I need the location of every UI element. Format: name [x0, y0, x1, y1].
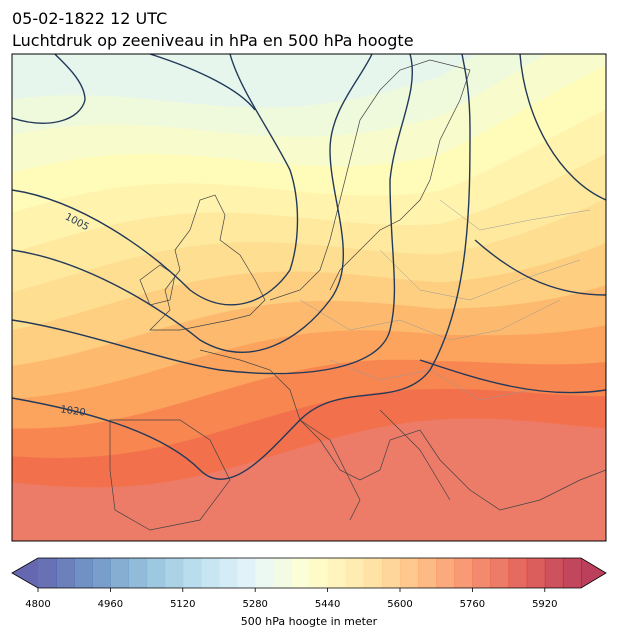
height-band [12, 54, 606, 108]
colorbar-segment [110, 558, 129, 588]
colorbar-segment [400, 558, 419, 588]
isobar [419, 359, 606, 394]
colorbar-segment [182, 558, 202, 588]
colorbar-segment [436, 558, 455, 588]
colorbar-segment [273, 558, 292, 588]
isobar [12, 54, 414, 375]
colorbar-segment [508, 558, 528, 588]
contour-label: 1020 [60, 404, 87, 418]
colorbar: 4800 4960 5120 5280 5440 5600 5760 5920 [11, 557, 607, 610]
colorbar-segment [454, 558, 473, 588]
colorbar-tick-label: 4800 [25, 599, 50, 610]
colorbar-segment [327, 558, 347, 588]
title-line-2: Luchtdruk op zeeniveau in hPa en 500 hPa… [12, 31, 414, 50]
colorbar-tick-label: 5440 [315, 599, 340, 610]
isobar [12, 54, 299, 306]
isobar [474, 239, 606, 296]
colorbar-segment [74, 558, 93, 588]
colorbar-segment [237, 558, 256, 588]
colorbar-segment [309, 558, 329, 588]
colorbar-segment [92, 558, 111, 588]
colorbar-segment [128, 558, 148, 588]
isobar [12, 54, 373, 353]
map-features [12, 54, 606, 531]
coastline [149, 194, 266, 331]
coastline [139, 264, 176, 306]
coastline [109, 419, 231, 531]
colorbar-segment [526, 558, 546, 588]
colorbar-segment [544, 558, 564, 588]
height-field [12, 54, 606, 541]
colorbar-segment [200, 558, 220, 588]
colorbar-tick-label: 5920 [532, 599, 557, 610]
colorbar-tick-label: 5120 [170, 599, 195, 610]
coastline [269, 59, 471, 301]
colorbar-segment [562, 558, 582, 588]
colorbar-segment [291, 558, 310, 588]
colorbar-extend-low [12, 558, 38, 588]
coastline [199, 349, 606, 511]
colorbar-segment [219, 558, 238, 588]
colorbar-segment [490, 558, 510, 588]
colorbar-segment [418, 558, 437, 588]
isobar [12, 54, 471, 480]
colorbar-tick-label: 5760 [460, 599, 485, 610]
colorbar-segment [56, 558, 75, 588]
isobar [12, 54, 86, 124]
colorbar-segment [345, 558, 365, 588]
colorbar-segment [363, 558, 383, 588]
colorbar-tick-label: 5600 [387, 599, 412, 610]
map-frame [11, 53, 607, 542]
colorbar-tick-label: 5280 [242, 599, 267, 610]
colorbar-segment [146, 558, 166, 588]
colorbar-segment [381, 558, 401, 588]
colorbar-extend-high [581, 558, 606, 588]
colorbar-segment [38, 558, 57, 588]
isobar [149, 54, 256, 111]
colorbar-segment [255, 558, 274, 588]
colorbar-label: 500 hPa hoogte in meter [241, 615, 378, 628]
isobar [519, 54, 606, 201]
coastline [299, 409, 451, 521]
title-line-1: 05-02-1822 12 UTC [12, 9, 167, 28]
colorbar-tick-label: 4960 [98, 599, 123, 610]
colorbar-segment [472, 558, 491, 588]
colorbar-segment [164, 558, 184, 588]
